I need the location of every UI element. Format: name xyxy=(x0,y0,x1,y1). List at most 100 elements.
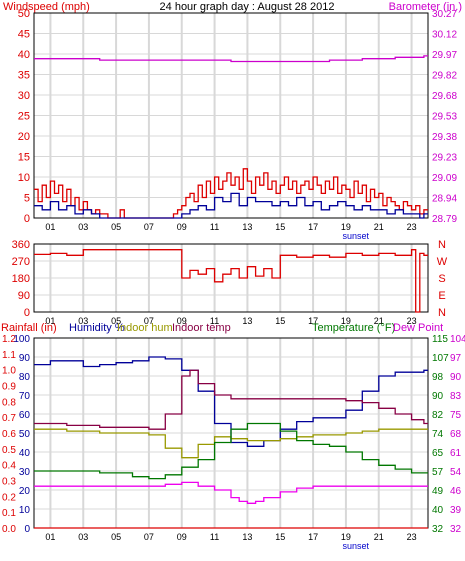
wind-x-tick-label: 01 xyxy=(45,222,55,232)
climate-x-tick-label: 05 xyxy=(111,532,121,542)
sunset-label-top: sunset xyxy=(343,231,370,241)
rainfall-tick-label: 1.1 xyxy=(2,350,16,361)
barometer-tick-label: 29.82 xyxy=(432,71,457,82)
direction-x-tick-label: 13 xyxy=(242,316,252,326)
climate-x-tick-label: 09 xyxy=(177,532,187,542)
climate-x-tick-label: 23 xyxy=(407,532,417,542)
barometer-tick-label: 28.94 xyxy=(432,194,457,205)
wind-x-tick-label: 17 xyxy=(308,222,318,232)
barometer-tick-label: 29.38 xyxy=(432,132,457,143)
temperature-tick-label: 90 xyxy=(432,391,444,402)
direction-tick-label: 0 xyxy=(24,307,30,319)
barometer-tick-label: 28.79 xyxy=(432,214,457,225)
wind-x-tick-label: 11 xyxy=(210,222,219,232)
windspeed-axis-title: Windspeed (mph) xyxy=(3,1,90,13)
dewpoint-tick-label: 39 xyxy=(450,505,462,516)
barometer-line xyxy=(34,55,428,63)
temperature-tick-label: 98 xyxy=(432,372,444,383)
legend-label: Humidity % xyxy=(69,322,125,334)
barometer-tick-label: 29.53 xyxy=(432,112,457,123)
temperature-tick-label: 57 xyxy=(432,467,444,478)
rainfall-tick-label: 1.0 xyxy=(2,366,16,377)
windspeed-tick-label: 25 xyxy=(18,111,30,123)
climate-x-tick-label: 13 xyxy=(242,532,252,542)
rainfall-tick-label: 0.3 xyxy=(2,477,16,488)
barometer-axis-title: Barometer (in.) xyxy=(389,1,462,13)
temperature-tick-label: 115 xyxy=(432,334,448,345)
direction-x-tick-label: 17 xyxy=(308,316,318,326)
compass-tick-label: N xyxy=(438,239,446,251)
humidity-tick-label: 70 xyxy=(19,391,31,402)
rainfall-tick-label: 0.8 xyxy=(2,397,16,408)
legend-label: Temperature (°F) xyxy=(312,322,395,334)
dewpoint-tick-label: 75 xyxy=(450,410,462,421)
direction-x-tick-label: 21 xyxy=(374,316,384,326)
humidity-tick-label: 90 xyxy=(19,353,31,364)
direction-x-tick-label: 23 xyxy=(407,316,417,326)
indoor-hum-line xyxy=(34,428,428,459)
temperature-tick-label: 32 xyxy=(432,524,444,535)
humidity-tick-label: 20 xyxy=(19,486,31,497)
compass-tick-label: W xyxy=(437,256,448,268)
wind-plot-frame xyxy=(33,12,429,219)
rainfall-tick-label: 0.5 xyxy=(2,445,16,456)
rainfall-tick-label: 1.2 xyxy=(2,334,16,345)
temperature-tick-label: 49 xyxy=(432,486,444,497)
dewpoint-tick-label: 68 xyxy=(450,429,462,440)
climate-x-tick-label: 17 xyxy=(308,532,318,542)
windspeed-tick-label: 30 xyxy=(18,90,30,102)
temperature-tick-label: 65 xyxy=(432,448,444,459)
barometer-tick-label: 29.68 xyxy=(432,91,457,102)
wind-x-tick-label: 13 xyxy=(242,222,252,232)
dewpoint-tick-label: 83 xyxy=(450,391,462,402)
legend-label: Rainfall (in) xyxy=(1,322,57,334)
rainfall-tick-label: 0.6 xyxy=(2,429,16,440)
climate-x-tick-label: 03 xyxy=(78,532,88,542)
windspeed-tick-label: 35 xyxy=(18,70,30,82)
climate-x-tick-label: 11 xyxy=(210,532,219,542)
humidity-tick-label: 10 xyxy=(19,505,31,516)
legend-label: Indoor temp xyxy=(172,322,231,334)
direction-x-tick-label: 01 xyxy=(45,316,55,326)
wind-direction-line xyxy=(34,249,428,313)
wind-x-tick-label: 05 xyxy=(111,222,121,232)
barometer-tick-label: 30.27 xyxy=(432,9,457,20)
legend-label: Indoor hum xyxy=(117,322,173,334)
wind-x-tick-label: 15 xyxy=(275,222,285,232)
temperature-tick-label: 82 xyxy=(432,410,444,421)
direction-x-tick-label: 09 xyxy=(177,316,187,326)
dewpoint-tick-label: 90 xyxy=(450,372,462,383)
wind-x-tick-label: 03 xyxy=(78,222,88,232)
direction-x-tick-label: 11 xyxy=(210,316,219,326)
dewpoint-tick-label: 46 xyxy=(450,486,462,497)
climate-x-tick-label: 19 xyxy=(341,532,351,542)
rainfall-tick-label: 0.4 xyxy=(2,461,16,472)
wind-x-tick-label: 19 xyxy=(341,222,351,232)
humidity-tick-label: 40 xyxy=(19,448,31,459)
humidity-tick-label: 80 xyxy=(19,372,31,383)
direction-x-tick-label: 05 xyxy=(111,316,121,326)
direction-x-tick-label: 15 xyxy=(275,316,285,326)
windgust-line xyxy=(34,192,428,219)
windspeed-tick-label: 0 xyxy=(24,213,30,225)
direction-tick-label: 90 xyxy=(18,290,30,302)
climate-x-tick-label: 21 xyxy=(374,532,384,542)
windspeed-tick-label: 20 xyxy=(18,131,30,143)
barometer-tick-label: 29.97 xyxy=(432,50,457,61)
humidity-tick-label: 30 xyxy=(19,467,31,478)
windspeed-tick-label: 15 xyxy=(18,152,30,164)
sunset-label-bottom: sunset xyxy=(343,541,370,551)
rainfall-tick-label: 0.7 xyxy=(2,413,16,424)
legend-label: Dew Point xyxy=(393,322,443,334)
climate-x-tick-label: 01 xyxy=(45,532,55,542)
compass-tick-label: N xyxy=(438,307,446,319)
temperature-tick-label: 40 xyxy=(432,505,444,516)
temperature-line xyxy=(34,422,428,480)
direction-tick-label: 360 xyxy=(12,239,30,251)
barometer-tick-label: 29.23 xyxy=(432,153,457,164)
dewpoint-tick-label: 54 xyxy=(450,467,462,478)
windspeed-tick-label: 50 xyxy=(18,8,30,20)
windspeed-tick-label: 45 xyxy=(18,29,30,41)
